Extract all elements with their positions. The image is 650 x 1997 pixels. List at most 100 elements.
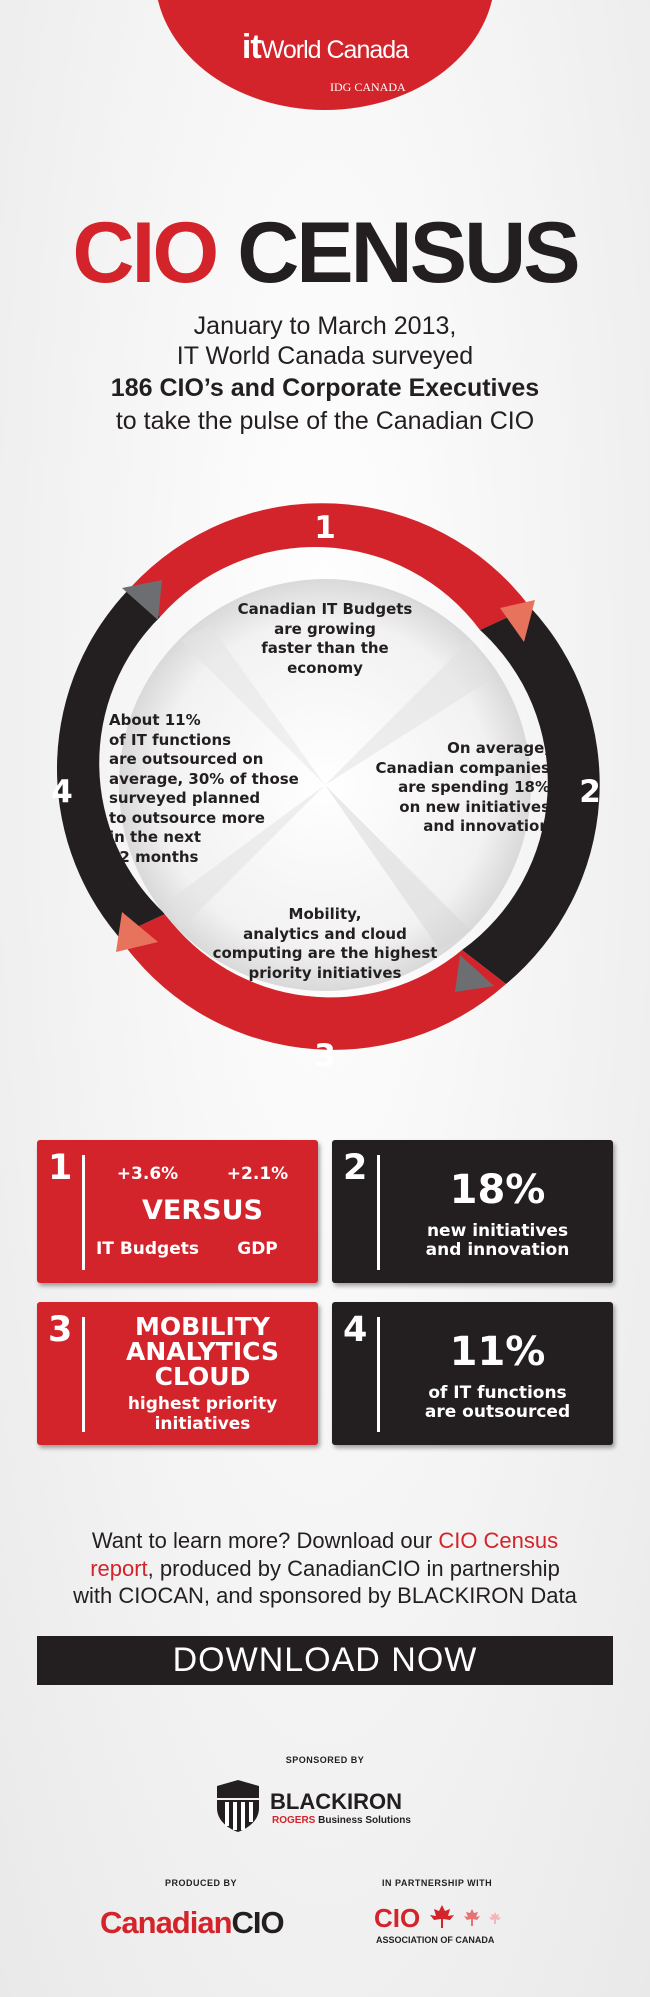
intro-line-1: January to March 2013,: [193, 312, 457, 340]
it-budgets-label: IT Budgets: [95, 1239, 199, 1259]
box-3-headline: MOBILITY ANALYTICS CLOUD: [87, 1314, 318, 1389]
segment-4-line: are outsourced on: [109, 750, 264, 768]
segment-4-text: About 11% of IT functions are outsourced…: [109, 711, 329, 867]
stat-box-4: 4 11% of IT functions are outsourced: [332, 1302, 613, 1445]
business-solutions-label: Business Solutions: [318, 1815, 411, 1826]
box-divider: [82, 1155, 85, 1270]
logo-name: World Canada: [260, 36, 409, 64]
segment-4-line: of IT functions: [109, 730, 232, 749]
page-title: CIO CENSUS: [0, 210, 650, 296]
box-4-sub2: are outsourced: [424, 1402, 571, 1422]
logo-subtitle: IDG CANADA: [330, 80, 406, 94]
learn-more-text: Want to learn more? Download our: [91, 1528, 439, 1553]
gdp-growth: +2.1%: [226, 1164, 289, 1184]
segment-1-text: Canadian IT Budgets are growing faster t…: [215, 600, 435, 678]
segment-3-line: priority initiatives: [248, 963, 402, 982]
box-number: 1: [48, 1148, 73, 1188]
segment-4-line: About 11%: [109, 711, 201, 729]
intro-line-2: IT World Canada surveyed: [176, 342, 474, 370]
ring-arrow-se: [455, 955, 494, 992]
sponsored-by-label: SPONSORED BY: [285, 1755, 365, 1765]
title-cio: CIO: [72, 205, 219, 301]
box-3-line: ANALYTICS: [126, 1337, 279, 1366]
box-number: 3: [48, 1310, 73, 1350]
box-number: 4: [343, 1310, 368, 1350]
stat-box-1: 1 +3.6% +2.1% VERSUS IT Budgets GDP: [37, 1140, 318, 1283]
segment-4-line: in the next: [109, 828, 201, 846]
ring-segment-2: [462, 607, 600, 984]
box-3-line: MOBILITY: [135, 1312, 270, 1341]
cio-association-label: ASSOCIATION OF CANADA: [376, 1935, 495, 1945]
box-1-values: +3.6% +2.1%: [87, 1164, 318, 1184]
learn-more-line-3: with CIOCAN, and sponsored by BLACKIRON …: [73, 1583, 577, 1608]
ring-arrow-nw: [122, 580, 162, 620]
rogers-business-solutions: ROGERS Business Solutions: [272, 1815, 411, 1826]
segment-2-line: are spending 18%: [398, 778, 550, 796]
stat-box-3: 3 MOBILITY ANALYTICS CLOUD highest prior…: [37, 1302, 318, 1445]
inner-shade-sw: [170, 785, 325, 930]
box-3-sub-line: initiatives: [154, 1414, 251, 1434]
box-divider: [82, 1317, 85, 1432]
canadiancio-logo-part1: Canadian: [100, 1905, 233, 1940]
box-4-value: 11%: [449, 1329, 546, 1375]
segment-1-line: faster than the: [261, 639, 389, 657]
box-3-sub-line: highest priority: [127, 1394, 278, 1414]
ring-number-1: 1: [314, 510, 336, 546]
segment-3-text: Mobility, analytics and cloud computing …: [190, 905, 460, 983]
box-2-sub2: and innovation: [425, 1240, 570, 1260]
ring-number-3: 3: [314, 1038, 336, 1074]
box-divider: [377, 1317, 380, 1432]
canadiancio-logo: CanadianCIO: [100, 1905, 285, 1941]
segment-4-line: to outsource more: [109, 808, 265, 827]
segment-4-line: 12 months: [109, 847, 199, 866]
ring-arrow-ne: [500, 600, 535, 642]
box-3-sub: highest priority initiatives: [87, 1394, 318, 1434]
segment-2-line: and innovation: [423, 817, 550, 835]
ring-arrow-sw: [116, 912, 158, 952]
box-3-line: CLOUD: [154, 1362, 251, 1391]
learn-more-line-2: report, produced by CanadianCIO in partn…: [0, 1556, 650, 1582]
download-now-button[interactable]: DOWNLOAD NOW: [37, 1636, 613, 1685]
cio-census-link[interactable]: CIO Census: [438, 1528, 559, 1553]
census-ring-diagram: 1 2 3 4: [51, 503, 601, 1074]
box-1-labels: IT Budgets GDP: [87, 1239, 318, 1259]
segment-3-line: Mobility,: [288, 905, 362, 923]
inner-shade-nw: [180, 625, 325, 785]
blackiron-shield-icon: [213, 1778, 263, 1833]
segment-2-line: Canadian companies: [375, 758, 550, 777]
itworldcanada-logo[interactable]: itWorld Canada: [0, 28, 650, 67]
segment-2-line: on new initiatives: [399, 797, 550, 816]
ring-segment-3: [118, 914, 506, 1050]
blackiron-logo-text: BLACKIRON: [270, 1789, 402, 1814]
report-link[interactable]: report: [90, 1556, 148, 1581]
ring-segment-1: [131, 503, 530, 630]
ring-segment-4: [56, 587, 165, 936]
segment-2-line: On average,: [447, 739, 550, 757]
box-1-versus: VERSUS: [142, 1195, 263, 1226]
maple-leaf-icon: [428, 1904, 508, 1934]
segment-3-line: computing are the highest: [212, 944, 438, 962]
ring-number-4: 4: [51, 774, 73, 810]
rogers-label: ROGERS: [272, 1815, 316, 1826]
box-number: 2: [343, 1148, 368, 1188]
segment-4-line: surveyed planned: [109, 789, 261, 807]
learn-more-text: , produced by CanadianCIO in partnership: [147, 1556, 560, 1581]
title-census: CENSUS: [237, 205, 580, 301]
segment-4-line: average, 30% of those: [109, 769, 299, 788]
ring-number-2: 2: [579, 774, 601, 810]
stat-box-2: 2 18% new initiatives and innovation: [332, 1140, 613, 1283]
segment-1-line: economy: [287, 658, 363, 677]
inner-shade-se: [325, 785, 470, 950]
box-divider: [377, 1155, 380, 1270]
learn-more-line-1: Want to learn more? Download our CIO Cen…: [0, 1528, 650, 1554]
inner-shade-ne: [325, 640, 490, 785]
canadiancio-logo-part2: CIO: [231, 1905, 285, 1940]
box-2-sub1: new initiatives: [426, 1221, 569, 1241]
ciocan-logo-text: CIO: [374, 1903, 421, 1933]
gdp-label: GDP: [237, 1239, 278, 1259]
segment-2-text: On average, Canadian companies are spend…: [350, 739, 550, 837]
box-4-sub1: of IT functions: [428, 1383, 567, 1403]
it-budget-growth: +3.6%: [116, 1164, 179, 1184]
logo-it: it: [241, 28, 262, 66]
segment-1-line: are growing: [274, 619, 376, 638]
